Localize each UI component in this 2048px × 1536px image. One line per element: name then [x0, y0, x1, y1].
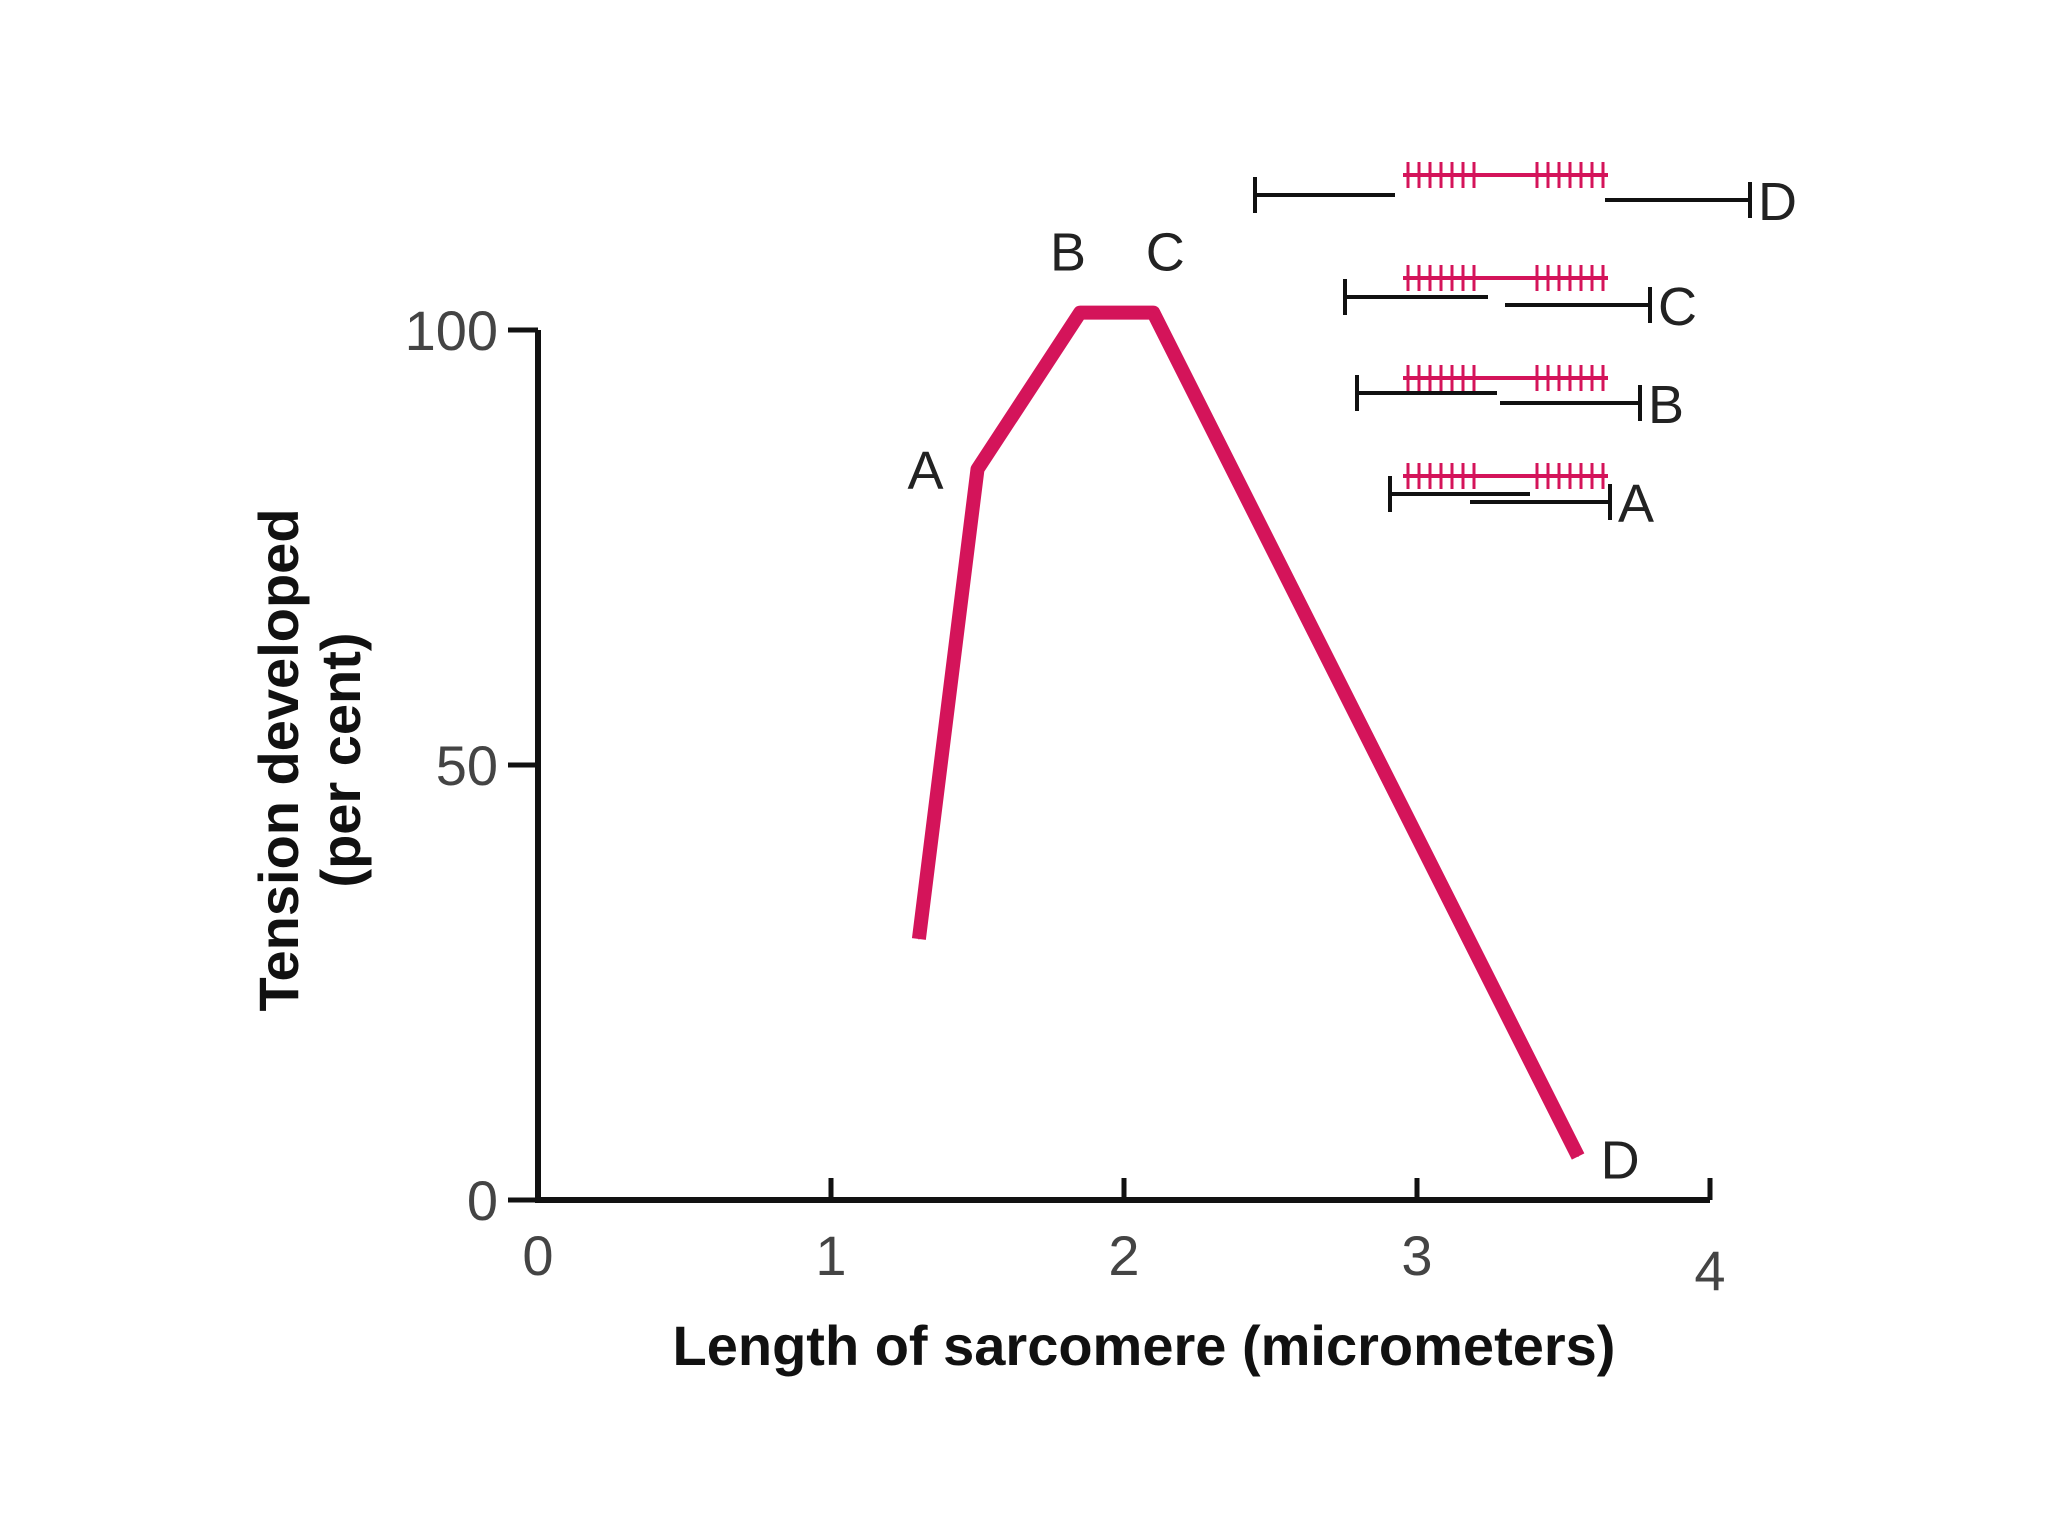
- y-tick-label: 50: [436, 734, 498, 797]
- point-label-b: B: [1050, 223, 1086, 283]
- y-tick-label: 0: [467, 1169, 498, 1232]
- plot-background: [240, 120, 1810, 1440]
- data-point: [1079, 312, 1081, 314]
- x-tick-label: 3: [1401, 1224, 1432, 1287]
- y-axis-title: Tension developed: [247, 508, 310, 1011]
- data-point: [918, 938, 920, 940]
- sarcomere-a: A: [1388, 463, 1654, 534]
- sarcomere-label-d: D: [1758, 172, 1797, 232]
- sarcomere-b: B: [1355, 365, 1684, 435]
- data-point: [1577, 1156, 1579, 1157]
- sarcomere-label-c: C: [1658, 277, 1697, 337]
- point-labels: A B C D: [907, 223, 1639, 1191]
- point-label-a: A: [907, 441, 943, 501]
- point-label-d: D: [1601, 1131, 1640, 1191]
- y-axis-subtitle: (per cent): [309, 632, 372, 887]
- x-tick-label: 4: [1694, 1239, 1725, 1302]
- x-axis-title: Length of sarcomere (micrometers): [673, 1314, 1616, 1377]
- axes: 0 1 2 3 4 0 50 100 Length of sarcomere (micromet…: [247, 299, 1726, 1377]
- y-tick-label: 100: [405, 299, 498, 362]
- sarcomere-d: D: [1253, 162, 1797, 232]
- series-layer: [911, 305, 1585, 1160]
- point-label-c: C: [1146, 223, 1185, 283]
- sarcomere-label-a: A: [1618, 474, 1654, 534]
- sarcomere-diagrams: D CBA: [1253, 162, 1797, 534]
- sarcomere-label-b: B: [1648, 375, 1684, 435]
- data-point: [1152, 312, 1154, 314]
- x-tick-label: 1: [815, 1224, 846, 1287]
- sarcomere-c: C: [1343, 265, 1697, 337]
- x-tick-label: 0: [522, 1224, 553, 1287]
- x-tick-label: 2: [1108, 1224, 1139, 1287]
- data-point: [977, 468, 978, 470]
